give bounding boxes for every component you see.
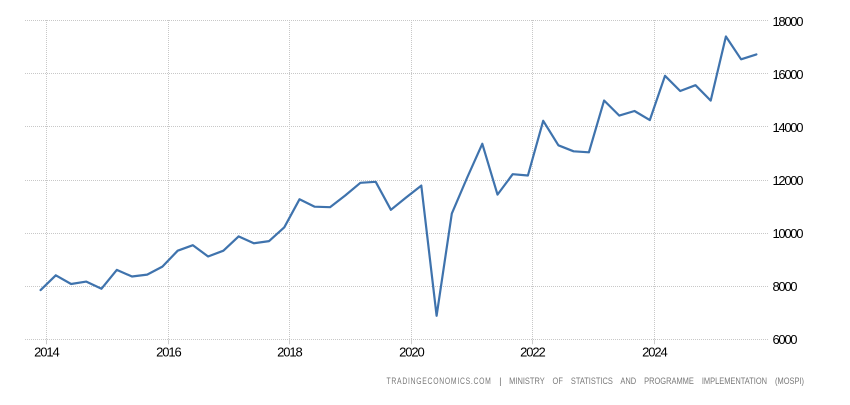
svg-text:12000: 12000 bbox=[773, 173, 804, 188]
svg-text:MINISTRY OF STATISTICS AND PRO: MINISTRY OF STATISTICS AND PROGRAMME IMP… bbox=[509, 375, 804, 386]
svg-text:6000: 6000 bbox=[773, 332, 798, 347]
svg-text:TRADINGECONOMICS.COM: TRADINGECONOMICS.COM bbox=[387, 376, 492, 386]
svg-text:8000: 8000 bbox=[773, 279, 798, 294]
svg-text:2022: 2022 bbox=[520, 344, 545, 359]
svg-text:14000: 14000 bbox=[773, 120, 804, 135]
svg-text:2014: 2014 bbox=[34, 344, 59, 359]
svg-text:|: | bbox=[499, 376, 501, 387]
svg-text:16000: 16000 bbox=[773, 67, 804, 82]
svg-text:2016: 2016 bbox=[156, 344, 181, 359]
svg-text:18000: 18000 bbox=[773, 14, 804, 29]
svg-text:2018: 2018 bbox=[277, 344, 302, 359]
svg-text:2020: 2020 bbox=[399, 344, 424, 359]
svg-text:10000: 10000 bbox=[773, 226, 804, 241]
svg-text:2024: 2024 bbox=[642, 344, 667, 359]
